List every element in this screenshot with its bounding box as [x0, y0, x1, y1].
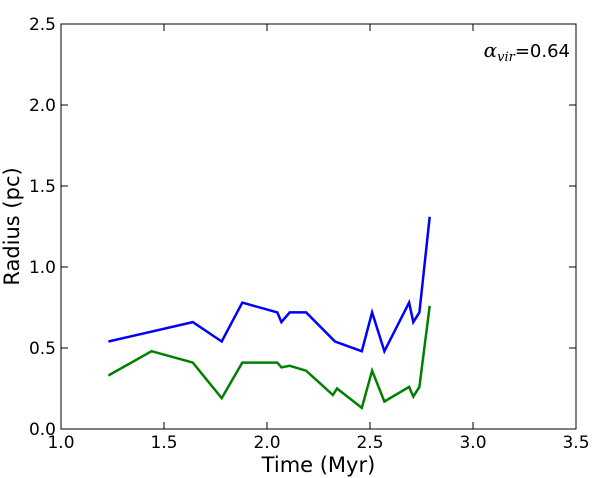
- series-line-2: [107, 305, 431, 411]
- y-tick-label: 2.5: [29, 15, 56, 35]
- y-tick-label: 0.5: [29, 339, 56, 359]
- plot-lines: [107, 216, 431, 411]
- x-tick-label: 2.0: [253, 433, 280, 453]
- axis-ticks: [60, 23, 577, 430]
- x-tick-label: 3.0: [459, 433, 486, 453]
- x-tick-label: 1.5: [150, 433, 177, 453]
- y-tick-label: 0.0: [29, 420, 56, 440]
- alpha-vir-annotation: αvir=0.64: [484, 38, 570, 65]
- plot-frame: [60, 23, 577, 430]
- alpha-subscript: vir: [497, 50, 516, 65]
- y-tick-label: 1.0: [29, 258, 56, 278]
- series-line-1: [108, 216, 431, 355]
- x-tick-label: 3.5: [562, 433, 589, 453]
- x-tick-label: 1.0: [47, 433, 74, 453]
- x-axis-title: Time (Myr): [261, 453, 376, 477]
- alpha-symbol: α: [484, 38, 498, 62]
- y-tick-label: 1.5: [29, 177, 56, 197]
- x-tick-label: 2.5: [356, 433, 383, 453]
- tick-labels: 1.0 1.5 2.0 2.5 3.0 3.5 0.0 0.5 1.0 1.5 2.0 2.5: [29, 15, 590, 453]
- alpha-equals: =: [515, 41, 530, 62]
- alpha-value: 0.64: [530, 41, 570, 62]
- y-tick-label: 2.0: [29, 96, 56, 116]
- y-axis-title: Radius (pc): [0, 167, 24, 285]
